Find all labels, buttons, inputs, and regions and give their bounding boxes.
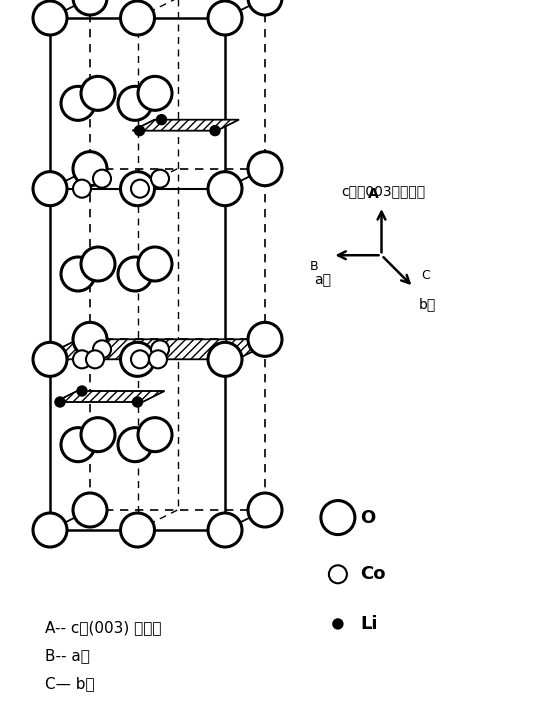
Circle shape	[33, 342, 67, 376]
Text: A: A	[368, 187, 379, 201]
Circle shape	[86, 350, 104, 369]
Circle shape	[61, 428, 95, 462]
Text: b軸: b軸	[419, 297, 435, 311]
Circle shape	[131, 179, 149, 198]
Text: B: B	[310, 260, 319, 273]
Circle shape	[33, 172, 67, 206]
Circle shape	[120, 513, 154, 547]
Circle shape	[208, 172, 242, 206]
Text: a軸: a軸	[314, 273, 331, 287]
Circle shape	[120, 342, 154, 376]
Circle shape	[73, 179, 91, 198]
Polygon shape	[38, 340, 277, 359]
Circle shape	[73, 493, 107, 527]
Circle shape	[118, 86, 152, 121]
Circle shape	[118, 428, 152, 462]
Circle shape	[55, 397, 65, 407]
Circle shape	[33, 513, 67, 547]
Circle shape	[138, 77, 172, 111]
Polygon shape	[132, 120, 239, 130]
Circle shape	[120, 172, 154, 206]
Circle shape	[61, 86, 95, 121]
Circle shape	[93, 169, 111, 188]
Circle shape	[81, 418, 115, 452]
Circle shape	[73, 152, 107, 186]
Circle shape	[248, 0, 282, 15]
Circle shape	[138, 247, 172, 281]
Circle shape	[132, 397, 142, 407]
Circle shape	[208, 1, 242, 35]
Circle shape	[329, 565, 347, 584]
Circle shape	[131, 350, 149, 369]
Circle shape	[156, 115, 167, 125]
Circle shape	[77, 386, 87, 396]
Circle shape	[210, 125, 220, 135]
Circle shape	[151, 340, 169, 358]
Circle shape	[118, 257, 152, 291]
Circle shape	[149, 350, 167, 369]
Circle shape	[151, 169, 169, 188]
Circle shape	[208, 513, 242, 547]
Text: B-- a軸: B-- a軸	[45, 648, 90, 663]
Circle shape	[248, 493, 282, 527]
Text: A-- c軸(003) 面方向: A-- c軸(003) 面方向	[45, 620, 161, 635]
Circle shape	[135, 125, 144, 135]
Circle shape	[33, 1, 67, 35]
Circle shape	[81, 77, 115, 111]
Circle shape	[248, 152, 282, 186]
Text: c軸（003）面方向: c軸（003）面方向	[342, 184, 426, 199]
Text: Co: Co	[360, 565, 385, 584]
Circle shape	[138, 418, 172, 452]
Circle shape	[81, 247, 115, 281]
Circle shape	[61, 257, 95, 291]
Circle shape	[321, 501, 355, 535]
Text: C: C	[421, 269, 430, 282]
Polygon shape	[55, 391, 165, 402]
Text: Li: Li	[360, 615, 377, 633]
Circle shape	[73, 350, 91, 369]
Text: O: O	[360, 508, 375, 527]
Circle shape	[208, 342, 242, 376]
Circle shape	[120, 1, 154, 35]
Circle shape	[333, 619, 343, 629]
Circle shape	[73, 0, 107, 15]
Circle shape	[93, 340, 111, 358]
Circle shape	[248, 323, 282, 357]
Text: C— b軸: C— b軸	[45, 676, 95, 691]
Circle shape	[73, 323, 107, 357]
